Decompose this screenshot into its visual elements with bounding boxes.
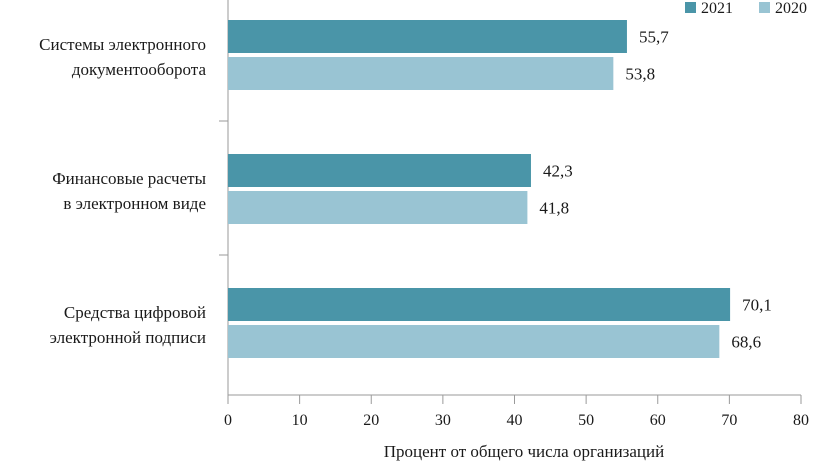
value-label: 41,8	[539, 199, 569, 218]
legend-swatch-2020	[759, 2, 770, 13]
category-label: в электронном виде	[63, 194, 206, 213]
bar-2021-2	[228, 154, 531, 187]
x-axis-title: Процент от общего числа организаций	[384, 442, 664, 461]
category-label: Финансовые расчеты	[52, 169, 206, 188]
category-label: Средства цифровой	[64, 303, 206, 322]
value-label: 55,7	[639, 28, 669, 47]
legend-label: 2020	[775, 0, 807, 17]
x-tick-label: 40	[507, 412, 523, 429]
x-tick-label: 60	[650, 412, 666, 429]
legend-label: 2021	[701, 0, 733, 17]
category-label: документооборота	[72, 60, 207, 79]
bar-2021-1	[228, 20, 627, 53]
category-label: электронной подписи	[50, 328, 206, 347]
value-label: 42,3	[543, 162, 573, 181]
bar-2020-2	[228, 191, 528, 224]
x-tick-label: 0	[224, 412, 232, 429]
x-tick-label: 50	[578, 412, 594, 429]
x-tick-label: 10	[292, 412, 308, 429]
category-label: Системы электронного	[39, 35, 206, 54]
bar-2020-1	[228, 57, 614, 90]
bar-2021-3	[228, 288, 731, 321]
value-label: 53,8	[625, 65, 655, 84]
value-label: 70,1	[742, 296, 772, 315]
value-label: 68,6	[731, 333, 761, 352]
bar-2020-3	[228, 325, 720, 358]
x-tick-label: 20	[363, 412, 379, 429]
x-tick-label: 30	[435, 412, 451, 429]
legend-swatch-2021	[685, 2, 696, 13]
x-tick-label: 80	[793, 412, 809, 429]
x-tick-label: 70	[721, 412, 737, 429]
